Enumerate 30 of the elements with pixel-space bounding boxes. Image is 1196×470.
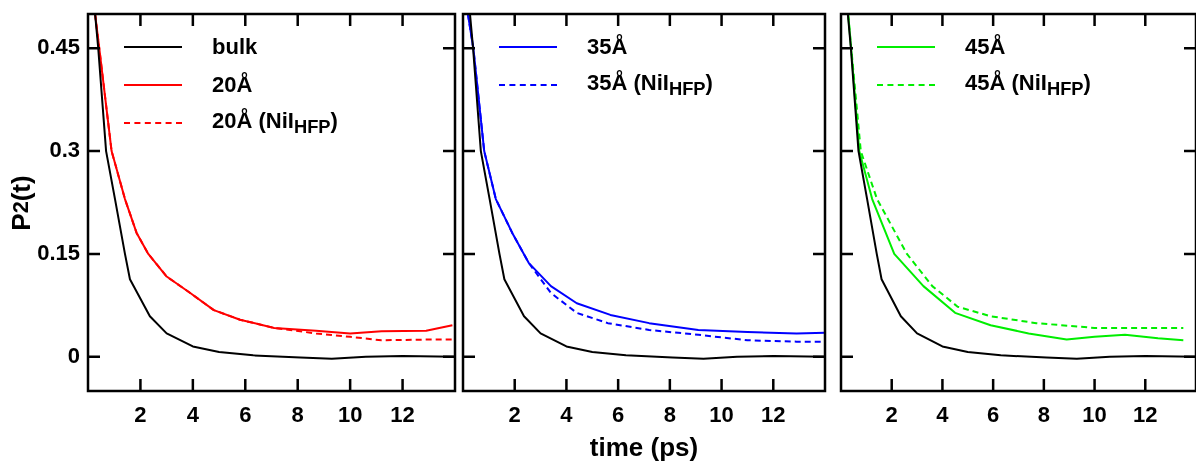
legend-label: 45Å (NiI$_{HFP}$) [965, 69, 1091, 101]
y-tick-label: 0 [67, 342, 80, 368]
legend-label: 45Å [965, 34, 1006, 60]
x-tick-label: 8 [663, 402, 676, 428]
x-tick-label: 12 [761, 402, 786, 428]
x-tick-label: 2 [885, 402, 898, 428]
legend-label: 20Å [212, 72, 253, 98]
y-tick-label: 0.3 [49, 137, 80, 163]
legend-label: 35Å [587, 34, 628, 60]
legend-label: bulk [212, 34, 258, 60]
x-tick-label: 10 [1082, 402, 1107, 428]
y-tick-label: 0.15 [37, 239, 80, 265]
x-tick-label: 10 [709, 402, 734, 428]
x-axis-title: time (ps) [588, 432, 700, 463]
legend-label: 35Å (NiI$_{HFP}$) [587, 69, 713, 101]
x-tick-label: 6 [987, 402, 1000, 428]
x-tick-label: 4 [560, 402, 574, 428]
y-tick-label: 0.45 [37, 34, 80, 60]
legend-label: 20Å (NiI$_{HFP}$) [212, 107, 338, 139]
x-tick-label: 8 [291, 402, 304, 428]
x-tick-label: 2 [134, 402, 147, 428]
x-tick-label: 12 [390, 402, 415, 428]
x-tick-label: 8 [1037, 402, 1050, 428]
x-tick-label: 12 [1133, 402, 1158, 428]
x-tick-label: 4 [936, 402, 950, 428]
x-tick-label: 2 [508, 402, 521, 428]
x-tick-label: 10 [337, 402, 363, 428]
x-tick-label: 4 [186, 402, 200, 428]
x-tick-label: 6 [612, 402, 625, 428]
x-tick-label: 6 [239, 402, 252, 428]
